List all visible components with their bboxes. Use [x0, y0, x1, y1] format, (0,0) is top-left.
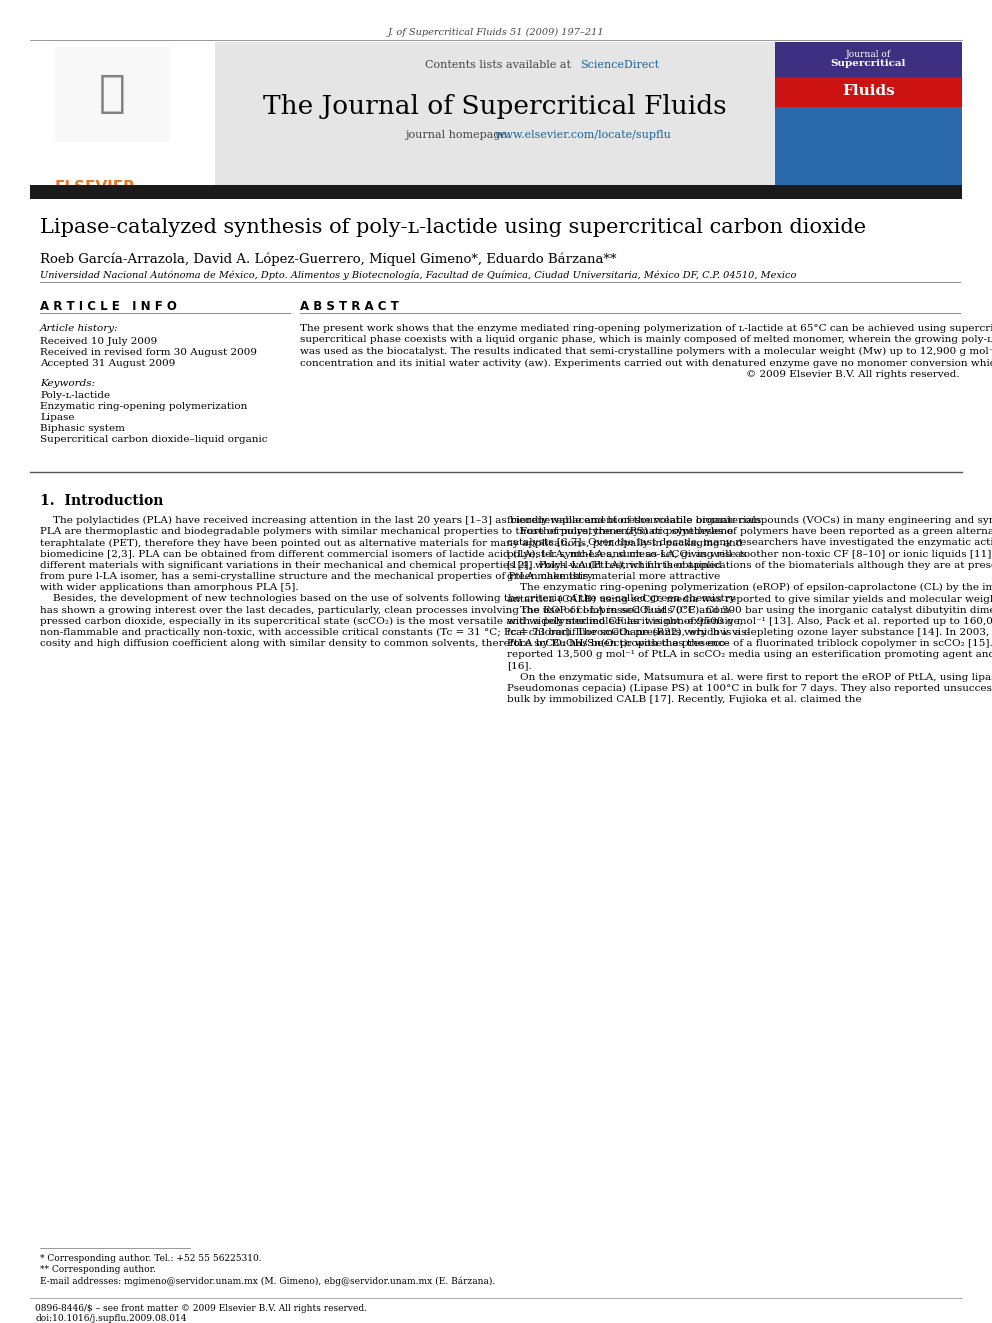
- Text: non-flammable and practically non-toxic, with accessible critical constants (Tc : non-flammable and practically non-toxic,…: [40, 628, 750, 638]
- Bar: [775, 77, 962, 107]
- Text: reported 13,500 g mol⁻¹ of PtLA in scCO₂ media using an esterification promoting: reported 13,500 g mol⁻¹ of PtLA in scCO₂…: [507, 651, 992, 659]
- Text: [12], which would restrict further applications of the biomaterials although the: [12], which would restrict further appli…: [507, 561, 992, 570]
- Text: Lipase: Lipase: [40, 413, 74, 422]
- Text: Received in revised form 30 August 2009: Received in revised form 30 August 2009: [40, 348, 257, 357]
- Text: ** Corresponding author.: ** Corresponding author.: [40, 1265, 156, 1274]
- Text: concentration and its initial water activity (aw). Experiments carried out with : concentration and its initial water acti…: [300, 359, 992, 368]
- Text: different materials with significant variations in their mechanical and chemical: different materials with significant var…: [40, 561, 722, 570]
- Text: ELSEVIER: ELSEVIER: [55, 180, 136, 194]
- Text: green chemistry.: green chemistry.: [507, 572, 595, 581]
- Text: Contents lists available at: Contents lists available at: [425, 60, 574, 70]
- Text: catalysts [6,7]. Over the last decade, many researchers have investigated the en: catalysts [6,7]. Over the last decade, m…: [507, 538, 992, 548]
- Text: The Journal of Supercritical Fluids: The Journal of Supercritical Fluids: [263, 94, 727, 119]
- Text: biomedicine [2,3]. PLA can be obtained from different commercial isomers of lact: biomedicine [2,3]. PLA can be obtained f…: [40, 549, 750, 558]
- Text: Fluids: Fluids: [842, 83, 895, 98]
- Text: Article history:: Article history:: [40, 324, 119, 333]
- Text: Accepted 31 August 2009: Accepted 31 August 2009: [40, 359, 176, 368]
- Text: 🌲: 🌲: [98, 73, 125, 115]
- Text: * Corresponding author. Tel.: +52 55 56225310.: * Corresponding author. Tel.: +52 55 562…: [40, 1254, 262, 1263]
- Text: [16].: [16].: [507, 662, 532, 671]
- Text: supercritical phase coexists with a liquid organic phase, which is mainly compos: supercritical phase coexists with a liqu…: [300, 336, 992, 344]
- Text: PtLA by BuOH/Sn(Oct)₂ with the presence of a fluorinated triblock copolymer in s: PtLA by BuOH/Sn(Oct)₂ with the presence …: [507, 639, 992, 648]
- Text: © 2009 Elsevier B.V. All rights reserved.: © 2009 Elsevier B.V. All rights reserved…: [746, 370, 960, 378]
- Text: with a polymer molecular weight of 9500 g mol⁻¹ [13]. Also, Pack et al. reported: with a polymer molecular weight of 9500 …: [507, 617, 992, 626]
- Text: cosity and high diffusion coefficient along with similar density to common solve: cosity and high diffusion coefficient al…: [40, 639, 729, 648]
- Bar: [775, 42, 962, 185]
- Text: journal homepage:: journal homepage:: [405, 130, 514, 140]
- Text: has shown a growing interest over the last decades, particularly, clean processe: has shown a growing interest over the la…: [40, 606, 733, 615]
- Text: Poly-ʟ-lactide: Poly-ʟ-lactide: [40, 392, 110, 400]
- Text: Received 10 July 2009: Received 10 July 2009: [40, 337, 158, 347]
- Text: Lipase-catalyzed synthesis of poly-ʟ-lactide using supercritical carbon dioxide: Lipase-catalyzed synthesis of poly-ʟ-lac…: [40, 218, 866, 237]
- Text: ScienceDirect: ScienceDirect: [580, 60, 659, 70]
- Text: was used as the biocatalyst. The results indicated that semi-crystalline polymer: was used as the biocatalyst. The results…: [300, 347, 992, 356]
- Text: bulk by immobilized CALB [17]. Recently, Fujioka et al. claimed the: bulk by immobilized CALB [17]. Recently,…: [507, 695, 862, 704]
- Text: Besides, the development of new technologies based on the use of solvents follow: Besides, the development of new technolo…: [40, 594, 736, 603]
- Text: Supercritical carbon dioxide–liquid organic: Supercritical carbon dioxide–liquid orga…: [40, 435, 268, 445]
- Text: www.elsevier.com/locate/supflu: www.elsevier.com/locate/supflu: [495, 130, 672, 140]
- Text: from pure l-LA isomer, has a semi-crystalline structure and the mechanical prope: from pure l-LA isomer, has a semi-crysta…: [40, 572, 720, 581]
- Text: Universidad Nacional Autónoma de México, Dpto. Alimentos y Biotecnología, Facult: Universidad Nacional Autónoma de México,…: [40, 270, 797, 279]
- Text: A B S T R A C T: A B S T R A C T: [300, 300, 399, 314]
- Text: The present work shows that the enzyme mediated ring-opening polymerization of ʟ: The present work shows that the enzyme m…: [300, 324, 992, 333]
- Text: pressed carbon dioxide, especially in its supercritical state (scCO₂) is the mos: pressed carbon dioxide, especially in it…: [40, 617, 743, 626]
- Text: PLA are thermoplastic and biodegradable polymers with similar mechanical propert: PLA are thermoplastic and biodegradable …: [40, 527, 733, 536]
- Text: with wider applications than amorphous PLA [5].: with wider applications than amorphous P…: [40, 583, 299, 593]
- Text: J. of Supercritical Fluids 51 (2009) 197–211: J. of Supercritical Fluids 51 (2009) 197…: [388, 28, 604, 37]
- Bar: [775, 42, 962, 77]
- Text: The enzymatic ring-opening polymerization (eROP) of epsilon-caprolactone (CL) by: The enzymatic ring-opening polymerizatio…: [507, 583, 992, 593]
- Text: 0896-8446/$ – see front matter © 2009 Elsevier B.V. All rights reserved.: 0896-8446/$ – see front matter © 2009 El…: [35, 1304, 367, 1312]
- Text: doi:10.1016/j.supflu.2009.08.014: doi:10.1016/j.supflu.2009.08.014: [35, 1314, 186, 1323]
- Text: teraphtalate (PET), therefore they have been pointed out as alternative material: teraphtalate (PET), therefore they have …: [40, 538, 742, 548]
- Bar: [775, 107, 962, 185]
- Text: Roeb García-Arrazola, David A. López-Guerrero, Miquel Gimeno*, Eduardo Bárzana**: Roeb García-Arrazola, David A. López-Gue…: [40, 251, 616, 266]
- Bar: [30, 185, 962, 198]
- Bar: [775, 102, 962, 185]
- Text: E-mail addresses: mgimeno@servidor.unam.mx (M. Gimeno), ebg@servidor.unam.mx (E.: E-mail addresses: mgimeno@servidor.unam.…: [40, 1275, 495, 1286]
- Text: Keywords:: Keywords:: [40, 378, 95, 388]
- Text: Journal of: Journal of: [846, 50, 891, 60]
- Text: antartica (CALB) using scCO₂ media was reported to give similar yields and molec: antartica (CALB) using scCO₂ media was r…: [507, 594, 992, 603]
- Text: Supercritical: Supercritical: [831, 60, 906, 67]
- Text: The polylactides (PLA) have received increasing attention in the last 20 years [: The polylactides (PLA) have received inc…: [40, 516, 765, 525]
- Text: Enzymatic ring-opening polymerization: Enzymatic ring-opening polymerization: [40, 402, 247, 411]
- Text: 1.  Introduction: 1. Introduction: [40, 493, 164, 508]
- Text: Furthermore, the enzymatic syntheses of polymers have been reported as a green a: Furthermore, the enzymatic syntheses of …: [507, 527, 992, 536]
- Text: Biphasic system: Biphasic system: [40, 423, 125, 433]
- Text: Pseudomonas cepacia) (Lipase PS) at 100°C in bulk for 7 days. They also reported: Pseudomonas cepacia) (Lipase PS) at 100°…: [507, 684, 992, 693]
- Text: polyester syntheses, such as scCO₂ as well as other non-toxic CF [8–10] or ionic: polyester syntheses, such as scCO₂ as we…: [507, 549, 992, 558]
- Bar: [215, 42, 775, 185]
- Text: friendly replacement of the volatile organic compounds (VOCs) in many engineerin: friendly replacement of the volatile org…: [507, 516, 992, 525]
- Text: ical chlorodifluoromethane (R22), which is a depleting ozone layer substance [14: ical chlorodifluoromethane (R22), which …: [507, 628, 992, 638]
- Text: A R T I C L E   I N F O: A R T I C L E I N F O: [40, 300, 177, 314]
- Text: On the enzymatic side, Matsumura et al. were first to report the eROP of PtLA, u: On the enzymatic side, Matsumura et al. …: [507, 673, 992, 681]
- Text: The ROP of l-LA in scCO₂ at 70°C and 300 bar using the inorganic catalyst dibuty: The ROP of l-LA in scCO₂ at 70°C and 300…: [507, 606, 992, 615]
- Bar: [55, 48, 170, 142]
